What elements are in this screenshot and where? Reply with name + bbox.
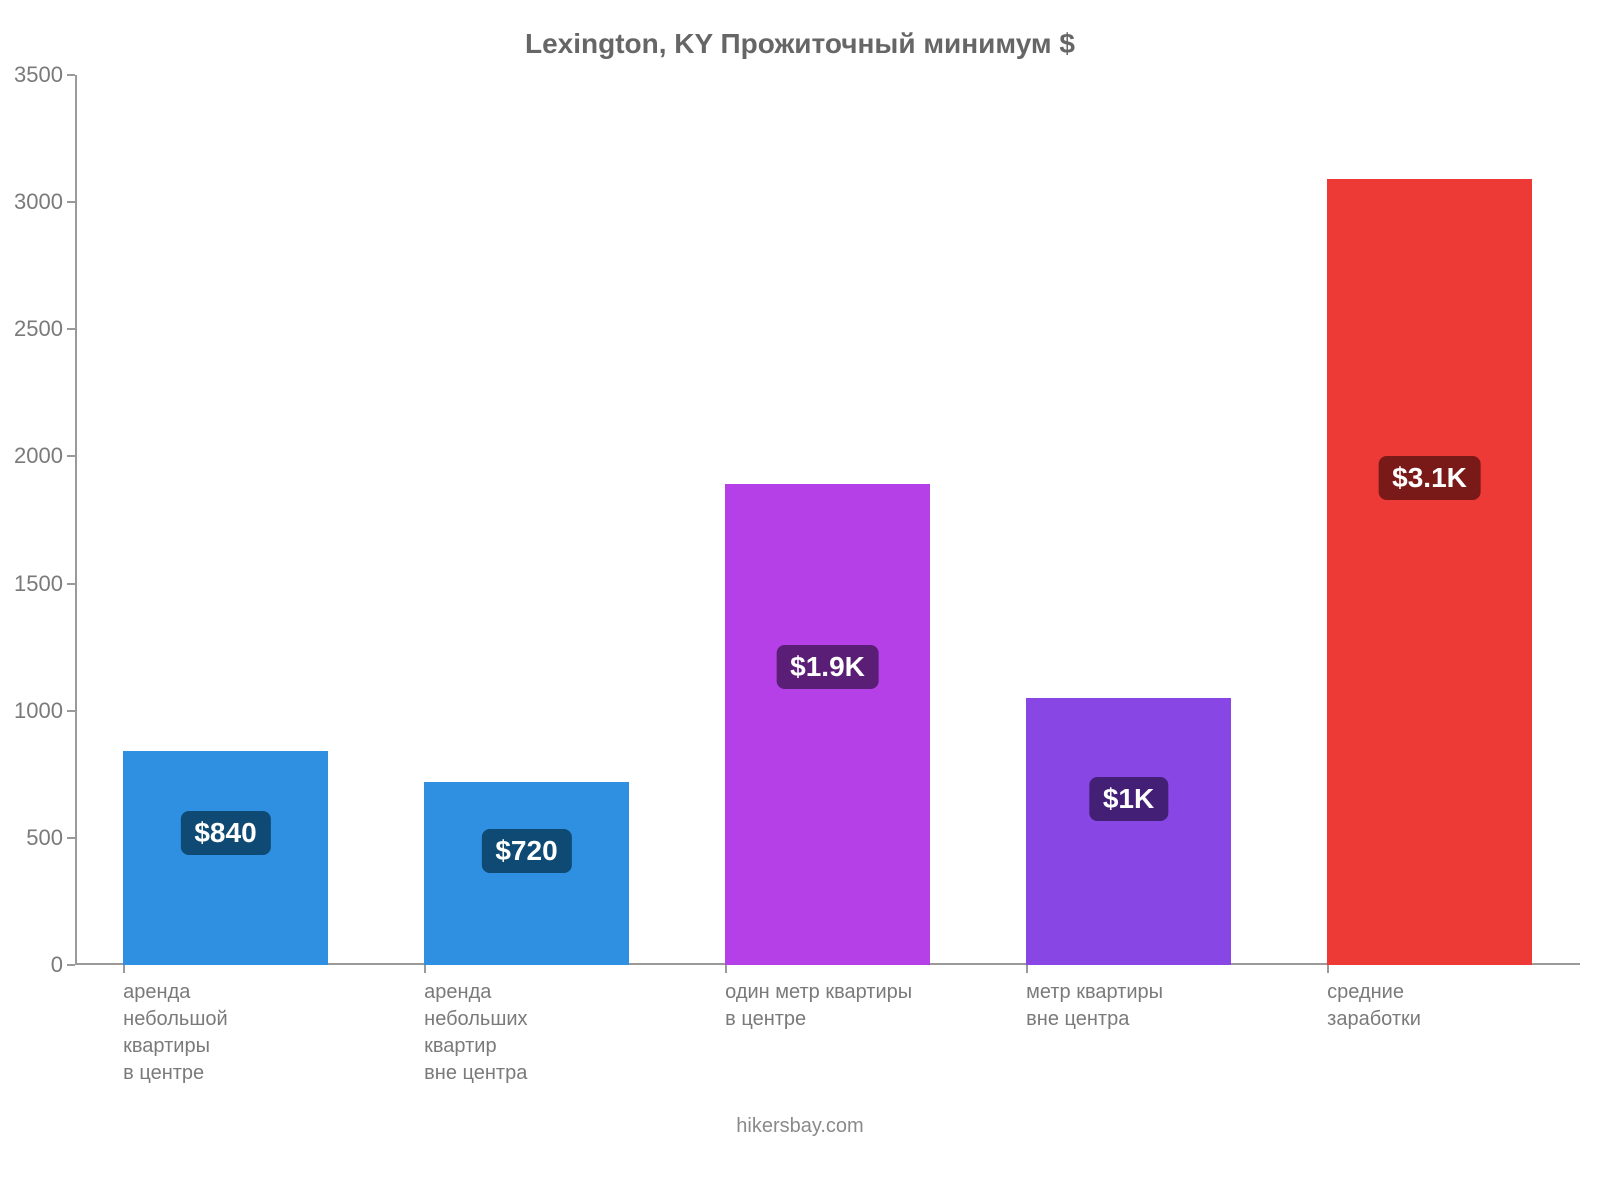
y-tick-mark bbox=[67, 583, 75, 585]
y-tick-mark bbox=[67, 455, 75, 457]
y-tick-mark bbox=[67, 837, 75, 839]
x-tick-label: один метр квартирыв центре bbox=[725, 979, 915, 1033]
cost-of-living-chart: Lexington, KY Прожиточный минимум $ 0500… bbox=[0, 0, 1600, 1200]
y-tick-label: 2500 bbox=[14, 316, 75, 342]
bar-value-label: $3.1K bbox=[1378, 456, 1481, 500]
x-tick-mark bbox=[1026, 965, 1028, 973]
bar-value-label: $720 bbox=[481, 829, 571, 873]
x-tick-label: аренданебольшихквартирвне центра bbox=[424, 979, 614, 1087]
y-tick-mark bbox=[67, 964, 75, 966]
bar bbox=[123, 751, 328, 965]
bar bbox=[725, 484, 930, 965]
x-tick-mark bbox=[123, 965, 125, 973]
attribution-text: hikersbay.com bbox=[0, 1115, 1600, 1138]
x-tick-label: метр квартирывне центра bbox=[1026, 979, 1216, 1033]
bar-value-label: $840 bbox=[180, 811, 270, 855]
bar bbox=[1327, 179, 1532, 965]
y-tick-label: 3000 bbox=[14, 189, 75, 215]
y-tick-label: 1000 bbox=[14, 698, 75, 724]
y-axis bbox=[75, 75, 77, 965]
x-tick-label: средниезаработки bbox=[1327, 979, 1517, 1033]
x-tick-label: аренданебольшойквартирыв центре bbox=[123, 979, 313, 1087]
plot-area: 0500100015002000250030003500$840арендане… bbox=[75, 75, 1580, 965]
y-tick-mark bbox=[67, 710, 75, 712]
y-tick-mark bbox=[67, 74, 75, 76]
bar-value-label: $1K bbox=[1089, 777, 1168, 821]
y-tick-label: 3500 bbox=[14, 62, 75, 88]
x-tick-mark bbox=[1327, 965, 1329, 973]
chart-title: Lexington, KY Прожиточный минимум $ bbox=[0, 28, 1600, 60]
bar-value-label: $1.9K bbox=[776, 645, 879, 689]
y-tick-label: 2000 bbox=[14, 443, 75, 469]
x-tick-mark bbox=[424, 965, 426, 973]
x-tick-mark bbox=[725, 965, 727, 973]
bar bbox=[1026, 698, 1231, 965]
y-tick-label: 1500 bbox=[14, 571, 75, 597]
y-tick-mark bbox=[67, 328, 75, 330]
y-tick-mark bbox=[67, 201, 75, 203]
